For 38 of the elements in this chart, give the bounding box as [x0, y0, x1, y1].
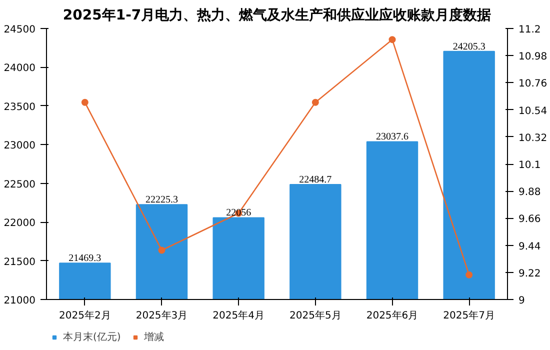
- chart-title: 2025年1-7月电力、热力、燃气及水生产和供应业应收账款月度数据: [62, 6, 492, 24]
- y2-tick-label: 10.54: [518, 106, 548, 117]
- y2-tick-label: 9.88: [518, 187, 541, 198]
- y-tick-label: 24000: [4, 63, 36, 74]
- legend-label: 本月末(亿元): [63, 330, 121, 344]
- y2-tick-label: 9.22: [518, 268, 541, 280]
- data-label: 23037.6: [376, 132, 408, 143]
- x-tick-label: 2025年3月: [136, 310, 188, 322]
- point: [81, 98, 88, 106]
- y2-tick-label: 9: [518, 296, 525, 306]
- y-tick-label: 22000: [4, 218, 36, 230]
- y2-tick-label: 10.76: [518, 78, 548, 90]
- y2-tick-label: 10.1: [518, 160, 541, 171]
- y2-tick-label: 9.66: [518, 214, 541, 226]
- y2-tick-label: 10.98: [518, 52, 548, 63]
- y2-tick-label: 9.44: [518, 241, 541, 252]
- point: [312, 98, 319, 106]
- point: [388, 36, 396, 44]
- x-tick-label: 2025年5月: [290, 310, 342, 322]
- point: [158, 246, 166, 254]
- y-tick-label: 23500: [4, 102, 36, 113]
- y2-tick-label: 11.2: [518, 24, 541, 36]
- y2-tick-label: 10.32: [518, 132, 548, 144]
- data-label: 21469.3: [68, 253, 102, 264]
- y-tick-label: 24500: [4, 24, 36, 36]
- data-label: 22225.3: [146, 194, 178, 206]
- data-label: 24205.3: [452, 41, 486, 52]
- x-tick-label: 2025年7月: [443, 310, 495, 322]
- x-tick-label: 2025年2月: [59, 310, 111, 322]
- data-label: 22484.7: [299, 174, 332, 186]
- x-tick-label: 2025年6月: [366, 310, 418, 322]
- point: [466, 271, 473, 278]
- x-tick-label: 2025年4月: [212, 310, 264, 322]
- y-tick-label: 23000: [4, 140, 36, 152]
- y-tick-label: 22500: [4, 179, 36, 190]
- y-tick-label: 21500: [4, 256, 36, 268]
- legend-label: 增减: [144, 330, 164, 344]
- y-tick-label: 21000: [4, 296, 36, 306]
